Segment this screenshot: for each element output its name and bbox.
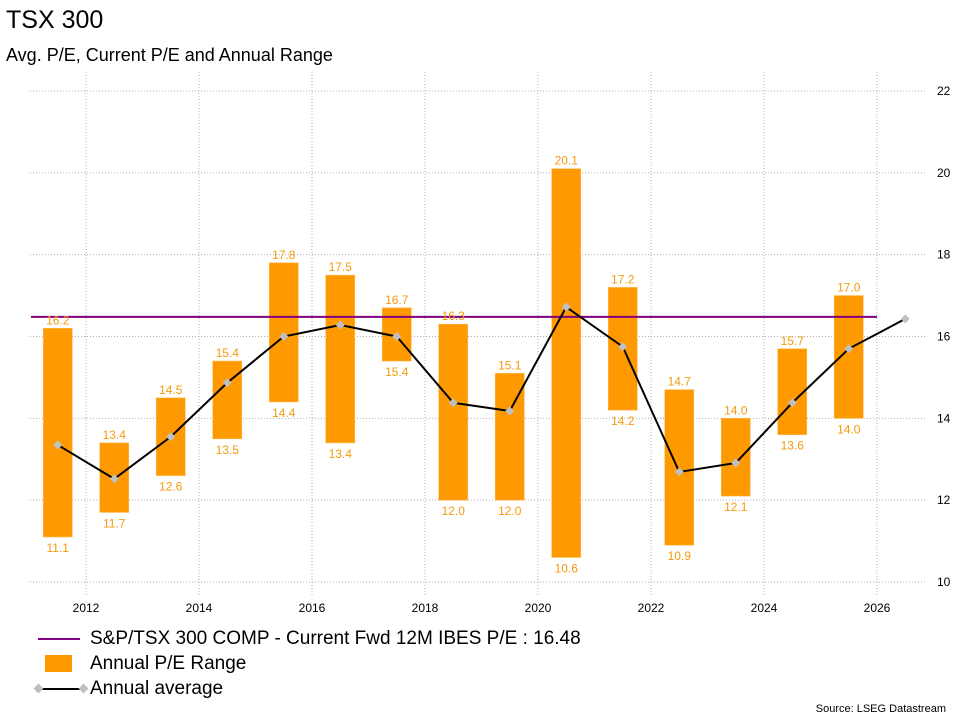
y-tick-label: 12	[937, 493, 951, 507]
y-tick-label: 20	[937, 166, 951, 180]
legend-item-range: Annual P/E Range	[28, 651, 581, 676]
bar-low-label: 11.7	[103, 516, 126, 530]
legend-line-marker-swatch	[28, 676, 90, 701]
bar-high-label: 15.1	[498, 358, 522, 372]
average-marker	[674, 467, 684, 477]
bar-low-label: 12.6	[159, 480, 183, 494]
legend-item-average: Annual average	[28, 676, 581, 701]
range-bar	[720, 418, 751, 497]
range-bar	[325, 274, 356, 444]
bar-high-label: 13.4	[103, 428, 127, 442]
chart-title: TSX 300	[6, 6, 104, 34]
average-marker	[222, 378, 232, 388]
bar-low-label: 14.2	[611, 414, 635, 428]
x-tick-label: 2020	[525, 601, 552, 615]
bar-low-label: 13.5	[216, 443, 240, 457]
range-bar	[551, 168, 582, 558]
average-marker	[109, 474, 119, 484]
bar-low-label: 10.6	[555, 561, 579, 575]
bar-high-label: 17.2	[611, 272, 635, 286]
average-marker	[53, 440, 63, 450]
y-axis-ticks: 10 12 14 16 18 20 22	[937, 84, 951, 589]
range-bar	[212, 360, 243, 440]
bar-high-label: 15.4	[216, 346, 240, 360]
y-tick-label: 14	[937, 411, 951, 425]
legend-label: Annual average	[90, 678, 224, 699]
source-note: Source: LSEG Datastream	[815, 703, 946, 715]
average-marker	[731, 458, 741, 468]
range-bar	[777, 348, 808, 435]
bar-high-label: 17.0	[837, 281, 861, 295]
bar-high-label: 14.5	[159, 383, 183, 397]
average-marker	[618, 342, 628, 352]
y-tick-label: 22	[937, 84, 951, 98]
range-bar	[664, 389, 695, 546]
y-tick-label: 10	[937, 575, 951, 589]
average-marker	[279, 332, 289, 341]
x-tick-label: 2016	[299, 601, 326, 615]
bar-low-label: 11.1	[47, 541, 70, 555]
bar-low-label: 15.4	[385, 365, 409, 379]
bar-low-label: 14.4	[272, 406, 296, 420]
range-bar	[438, 323, 469, 501]
x-tick-label: 2022	[638, 601, 665, 615]
x-tick-label: 2014	[186, 601, 213, 615]
bar-high-label: 14.0	[724, 403, 748, 417]
range-bar	[42, 328, 73, 538]
average-marker	[166, 432, 176, 442]
bar-high-label: 16.2	[46, 313, 70, 327]
legend-box-swatch	[28, 651, 90, 676]
x-tick-label: 2012	[73, 601, 100, 615]
bar-low-label: 10.9	[668, 549, 692, 563]
bar-high-label: 15.7	[781, 334, 805, 348]
bar-high-label: 17.8	[272, 248, 296, 262]
bar-high-label: 16.3	[442, 309, 466, 323]
average-marker	[844, 344, 854, 354]
bar-low-label: 13.4	[329, 447, 353, 461]
bar-high-label: 14.7	[668, 375, 692, 389]
bar-low-label: 13.6	[781, 439, 805, 453]
average-marker	[505, 406, 515, 416]
bar-high-label: 20.1	[555, 154, 579, 168]
average-marker	[787, 398, 797, 408]
legend-label: S&P/TSX 300 COMP - Current Fwd 12M IBES …	[90, 628, 581, 649]
bar-high-label: 16.7	[385, 293, 409, 307]
x-axis-ticks: 2012 2014 2016 2018 2020 2022 2024 2026	[73, 601, 891, 615]
average-marker	[335, 320, 345, 330]
x-tick-label: 2026	[864, 601, 891, 615]
bar-low-label: 12.0	[498, 504, 522, 518]
legend-line-swatch	[28, 626, 90, 651]
x-tick-label: 2024	[751, 601, 778, 615]
legend-item-current-pe: S&P/TSX 300 COMP - Current Fwd 12M IBES …	[28, 626, 581, 651]
bar-labels: 16.2 11.1 13.4 11.7 14.5 12.6 15.4 13.5 17.8 14.4…	[46, 154, 861, 576]
legend: S&P/TSX 300 COMP - Current Fwd 12M IBES …	[28, 626, 581, 701]
bar-low-label: 12.0	[442, 504, 466, 518]
annual-average-series	[53, 302, 910, 484]
average-line	[57, 305, 906, 481]
bar-high-label: 17.5	[329, 260, 353, 274]
average-marker	[900, 314, 910, 324]
range-bar	[833, 295, 864, 419]
chart-subtitle: Avg. P/E, Current P/E and Annual Range	[6, 45, 333, 65]
y-tick-label: 18	[937, 248, 951, 262]
bar-low-label: 14.0	[837, 422, 861, 436]
grid-lines	[30, 72, 925, 596]
average-marker	[561, 302, 571, 312]
average-marker	[448, 398, 458, 408]
x-tick-label: 2018	[412, 601, 439, 615]
bar-low-label: 12.1	[724, 500, 748, 514]
y-tick-label: 16	[937, 330, 951, 344]
average-marker	[392, 332, 402, 341]
legend-label: Annual P/E Range	[90, 653, 247, 674]
